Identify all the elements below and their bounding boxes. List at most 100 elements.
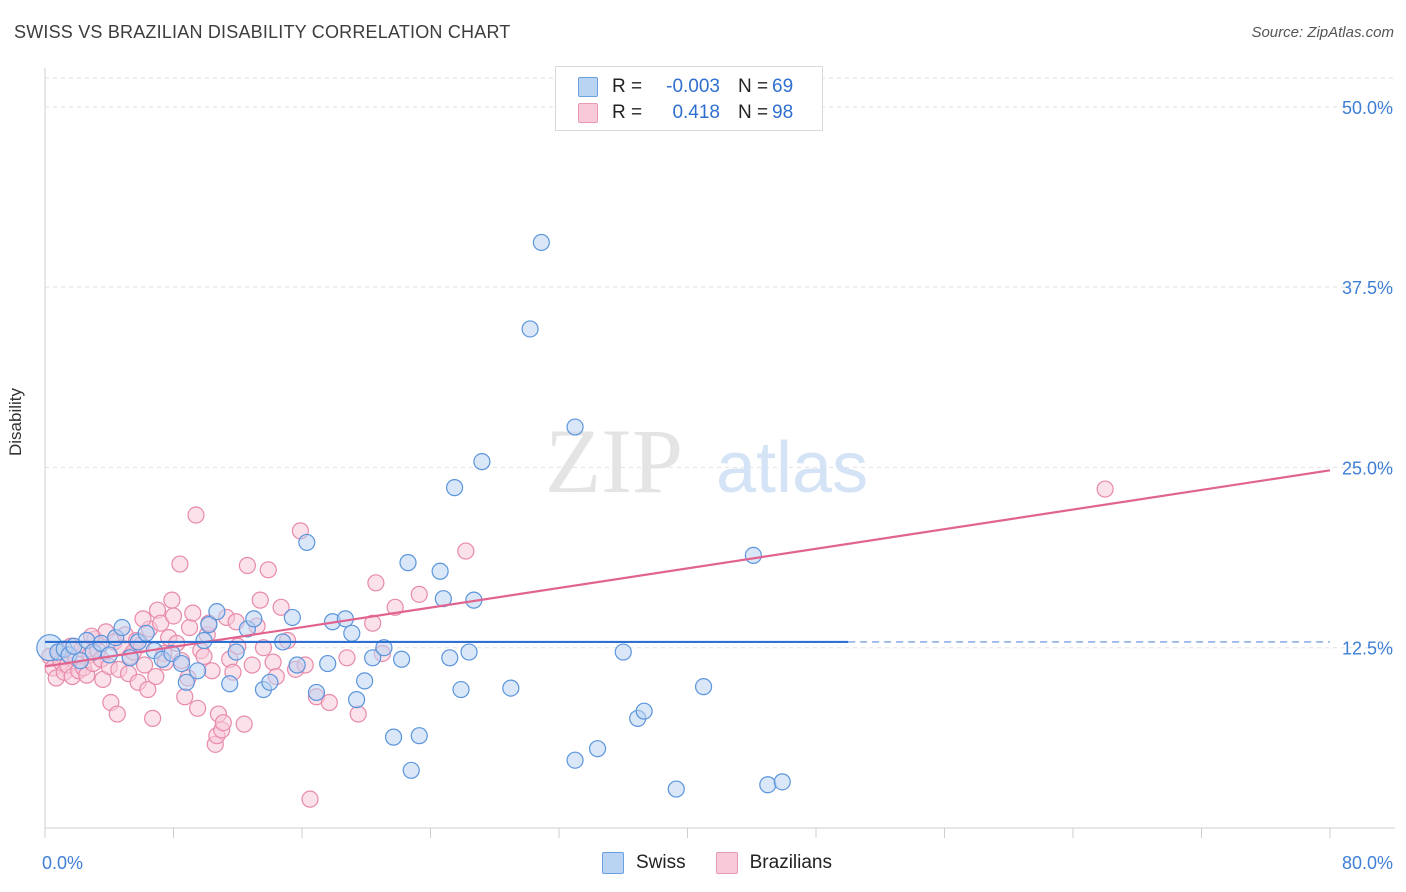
brazilians-point — [410, 585, 428, 603]
y-tick-label: 50.0% — [1342, 98, 1393, 118]
brazilians-point — [272, 598, 290, 616]
swiss-point — [566, 751, 584, 769]
brazilians-point — [367, 574, 385, 592]
brazilians-point — [259, 561, 277, 579]
r-label: R = — [612, 102, 643, 123]
swiss-point — [452, 680, 470, 699]
swiss-point — [188, 662, 207, 680]
swiss-swatch — [578, 77, 598, 97]
swiss-point — [245, 610, 263, 628]
legend-label-brazilians: Brazilians — [749, 852, 832, 873]
n-value: 69 — [772, 76, 794, 97]
brazilians-point — [349, 705, 367, 723]
swiss-point — [177, 673, 195, 691]
swiss-point — [261, 673, 279, 691]
y-axis-label: Disability — [6, 387, 25, 456]
trend-lines — [44, 469, 1331, 668]
swiss-point — [348, 691, 366, 709]
legend-row-swiss: R = -0.003 N = 69 — [578, 74, 793, 100]
brazilians-point — [320, 693, 338, 712]
swiss-point — [343, 624, 361, 642]
brazilians-point — [364, 614, 382, 632]
r-value: -0.003 — [666, 76, 720, 97]
swiss-point — [307, 683, 326, 702]
brazilians-point — [338, 649, 356, 667]
swiss-point — [402, 761, 420, 779]
brazilians-point — [171, 555, 189, 573]
swiss-swatch — [602, 852, 624, 874]
tick-labels: 12.5% 25.0% 37.5% 50.0% 0.0% 80.0% — [42, 98, 1393, 873]
brazilians-point — [135, 656, 154, 674]
brazilians-point — [235, 715, 253, 733]
legend-row-brazilians: R = 0.418 N = 98 — [578, 100, 793, 126]
brazilians-point — [1096, 480, 1114, 498]
brazilians-point — [176, 688, 194, 706]
brazilians-point — [144, 709, 162, 727]
swiss-point — [172, 654, 191, 673]
brazilians-point — [254, 639, 273, 657]
swiss-point — [319, 654, 337, 673]
swiss-point — [137, 624, 155, 642]
swiss-point — [392, 650, 411, 668]
swiss-point — [227, 643, 245, 661]
swiss-point — [384, 728, 403, 746]
brazilians-point — [264, 653, 282, 671]
axes — [44, 68, 1395, 838]
legend-item-brazilians[interactable]: Brazilians — [715, 852, 832, 874]
brazilians-point — [457, 542, 475, 560]
legend-label-swiss: Swiss — [636, 852, 686, 873]
swiss-point — [521, 320, 539, 338]
swiss-point — [566, 418, 584, 436]
swiss-point — [283, 608, 301, 627]
brazilians-point — [108, 705, 126, 723]
swiss-point — [356, 672, 374, 690]
brazilians-point — [301, 790, 319, 808]
source-label: Source: ZipAtlas.com — [1251, 24, 1394, 41]
brazilians-point — [251, 591, 269, 609]
brazilians-point — [139, 680, 157, 699]
swiss-point — [614, 643, 632, 661]
series-legend: Swiss Brazilians — [602, 852, 862, 874]
swiss-point — [759, 776, 777, 794]
brazilians-swatch — [578, 103, 598, 123]
brazilians-point — [243, 656, 261, 674]
swiss-point — [410, 727, 428, 745]
swiss-point — [399, 554, 417, 572]
legend-item-swiss[interactable]: Swiss — [602, 852, 686, 874]
x-tick-label: 80.0% — [1342, 853, 1393, 873]
brazilians-point — [152, 614, 170, 632]
swiss-point — [431, 562, 449, 580]
brazilians-point — [203, 662, 221, 680]
swiss-point — [113, 618, 131, 637]
swiss-points — [36, 233, 791, 798]
x-tick-label: 0.0% — [42, 853, 83, 873]
watermark-zip: ZIP — [545, 410, 683, 512]
swiss-point — [744, 546, 762, 565]
chart-title: SWISS VS BRAZILIAN DISABILITY CORRELATIO… — [14, 22, 511, 42]
swiss-point — [502, 679, 520, 697]
y-tick-label: 12.5% — [1342, 639, 1393, 659]
n-value: 98 — [772, 102, 794, 123]
brazilians-point — [164, 607, 183, 625]
correlation-legend: R = -0.003 N = 69 R = 0.418 N = 98 — [555, 66, 823, 131]
swiss-point — [208, 603, 226, 621]
swiss-point — [773, 773, 791, 791]
brazilians-point — [238, 556, 256, 575]
brazilians-trend-line — [44, 469, 1331, 668]
r-value: 0.418 — [672, 102, 720, 123]
swiss-point — [532, 233, 550, 252]
swiss-point — [635, 702, 653, 720]
swiss-point — [375, 639, 393, 657]
n-label: N = — [738, 102, 769, 123]
y-tick-label: 37.5% — [1342, 278, 1393, 298]
swiss-point — [298, 533, 316, 552]
swiss-point — [221, 675, 239, 693]
swiss-point — [460, 643, 478, 661]
brazilians-point — [134, 610, 152, 628]
swiss-point — [445, 479, 464, 497]
brazilians-point — [214, 714, 232, 732]
brazilians-point — [184, 604, 202, 622]
r-label: R = — [612, 76, 643, 97]
brazilians-point — [163, 591, 181, 609]
